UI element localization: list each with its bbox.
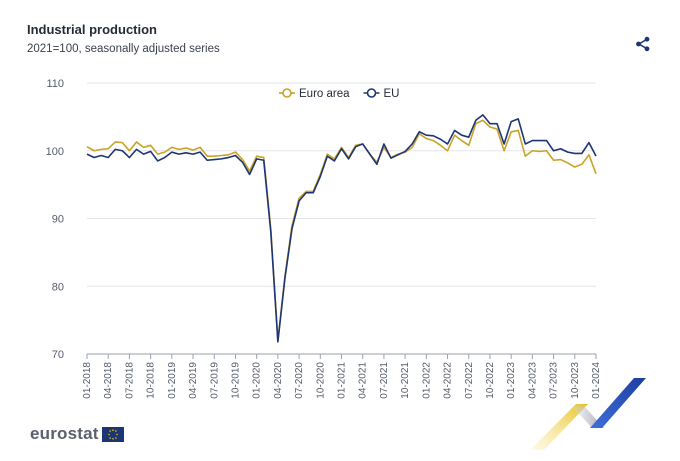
x-tick-label: 01-2020 [252, 362, 263, 399]
x-tick-label: 07-2021 [379, 362, 390, 399]
eurostat-logo: eurostat [30, 424, 124, 444]
chart-subtitle: 2021=100, seasonally adjusted series [27, 43, 220, 55]
x-tick-label: 10-2018 [146, 362, 157, 399]
x-tick-label: 07-2019 [209, 362, 220, 399]
legend-label: EU [384, 88, 400, 100]
share-icon[interactable] [634, 35, 652, 53]
y-tick-label: 100 [46, 146, 64, 158]
x-tick-label: 10-2019 [230, 362, 241, 399]
eu-flag-icon [101, 426, 124, 442]
x-tick-label: 01-2022 [421, 362, 432, 399]
legend-marker [282, 88, 292, 98]
legend-label: Euro area [299, 88, 350, 100]
y-tick-label: 110 [46, 78, 64, 90]
y-tick-label: 80 [52, 281, 64, 293]
x-tick-label: 01-2019 [167, 362, 178, 399]
x-tick-label: 01-2018 [82, 362, 93, 399]
chart-title: Industrial production [27, 22, 157, 37]
x-tick-label: 07-2023 [549, 362, 560, 399]
logo-text: eurostat [30, 424, 99, 443]
decorative-graphic [530, 378, 646, 450]
x-tick-label: 07-2022 [464, 362, 475, 399]
x-tick-label: 01-2023 [506, 362, 517, 399]
x-tick-label: 01-2021 [337, 362, 348, 399]
series-line-euro-area [86, 119, 597, 342]
x-tick-label: 04-2023 [527, 362, 538, 399]
x-tick-label: 10-2023 [570, 362, 581, 399]
x-tick-label: 07-2020 [294, 362, 305, 399]
x-tick-label: 04-2019 [188, 362, 199, 399]
y-tick-label: 70 [52, 349, 64, 361]
x-tick-label: 10-2021 [400, 362, 411, 399]
legend-marker [366, 88, 377, 98]
x-tick-label: 04-2021 [358, 362, 369, 399]
x-tick-label: 01-2024 [591, 362, 602, 399]
y-tick-label: 90 [52, 214, 64, 226]
x-tick-label: 10-2022 [485, 362, 496, 399]
x-tick-label: 04-2020 [273, 362, 284, 399]
series-line-eu [86, 114, 597, 343]
x-tick-label: 07-2018 [124, 362, 135, 399]
x-tick-label: 04-2018 [103, 362, 114, 399]
x-tick-label: 04-2022 [443, 362, 454, 399]
x-tick-label: 10-2020 [315, 362, 326, 399]
